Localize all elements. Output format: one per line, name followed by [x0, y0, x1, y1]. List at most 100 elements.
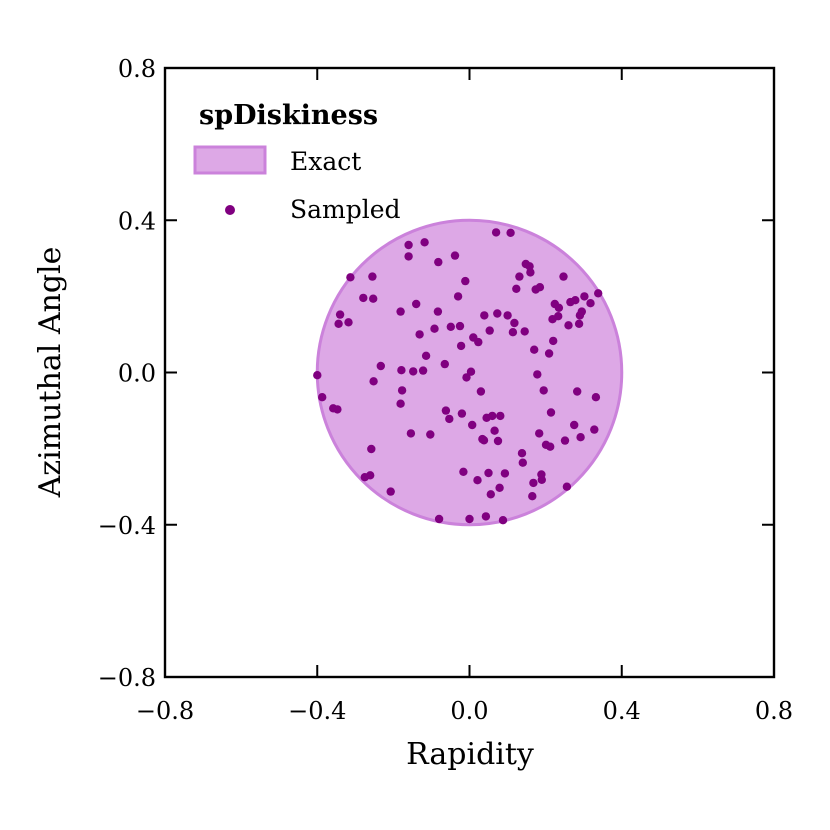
sampled-point: [450, 251, 460, 260]
sampled-point: [529, 478, 538, 488]
sampled-point: [495, 483, 504, 492]
y-tick-labels: −0.8 −0.4 0.0 0.4 0.8: [98, 55, 156, 692]
sampled-point: [580, 292, 589, 301]
sampled-point: [506, 228, 515, 237]
sampled-point: [480, 311, 489, 320]
sampled-point: [396, 307, 405, 316]
sampled-point: [465, 514, 474, 524]
sampled-point: [485, 326, 494, 335]
sampled-point: [479, 436, 489, 445]
sampled-point: [412, 299, 421, 309]
y-axis-title: Azimuthal Angle: [33, 247, 68, 499]
sampled-point: [421, 351, 431, 360]
sampled-point: [490, 426, 499, 435]
sampled-point: [590, 425, 599, 434]
sampled-point: [318, 393, 327, 402]
sampled-point: [535, 283, 545, 292]
sampled-point: [562, 482, 572, 491]
sampled-point: [498, 516, 508, 525]
sampled-point: [474, 337, 483, 347]
sampled-point: [446, 322, 455, 331]
sampled-point: [440, 359, 449, 369]
sampled-point: [346, 273, 355, 282]
sampled-point: [386, 487, 395, 496]
legend-sampled-marker: [225, 205, 235, 215]
sampled-point: [466, 367, 476, 376]
sampled-point: [459, 467, 468, 476]
sampled-point: [366, 471, 375, 480]
sampled-point: [433, 307, 443, 316]
sampled-point: [496, 411, 505, 421]
sampled-point: [559, 272, 568, 281]
sampled-point: [434, 257, 443, 267]
sampled-point: [335, 310, 345, 319]
sampled-point: [468, 420, 477, 430]
sampled-point: [368, 272, 377, 281]
legend-exact-swatch: [193, 145, 267, 175]
sampled-point: [481, 512, 491, 521]
y-tick-label: 0.4: [118, 207, 156, 235]
x-tick-label: 0.4: [603, 697, 641, 725]
sampled-point: [577, 307, 586, 316]
sampled-point: [560, 436, 570, 445]
legend: spDiskiness Exact Sampled: [193, 100, 401, 224]
sampled-point: [476, 387, 486, 396]
sampled-point: [369, 294, 378, 303]
sampled-point: [434, 514, 444, 524]
sampled-point: [517, 449, 527, 458]
sampled-point: [546, 442, 555, 451]
sampled-point: [576, 433, 585, 442]
sampled-point: [409, 367, 418, 376]
sampled-point: [406, 429, 416, 438]
sampled-point: [493, 309, 502, 318]
sampled-point: [445, 414, 454, 424]
sampled-point: [510, 318, 519, 328]
sampled-point: [549, 336, 558, 346]
sampled-point: [530, 345, 539, 354]
sampled-point: [461, 276, 470, 286]
sampled-point: [528, 492, 537, 501]
sampled-point: [503, 311, 512, 320]
sampled-point: [344, 318, 353, 327]
sampled-point: [571, 296, 580, 305]
y-tick-label: −0.8: [98, 664, 156, 692]
sampled-point: [397, 386, 407, 395]
legend-exact-label: Exact: [290, 147, 361, 176]
sampled-point: [537, 475, 546, 484]
sampled-point: [457, 409, 467, 418]
sampled-point: [333, 405, 342, 414]
sampled-point: [404, 252, 413, 261]
sampled-point: [486, 490, 495, 499]
x-tick-label: −0.8: [136, 697, 194, 725]
sampled-point: [359, 293, 368, 303]
sampled-point: [535, 429, 544, 438]
sampled-point: [456, 341, 466, 351]
sampled-point: [397, 366, 406, 375]
sampled-point: [539, 386, 548, 395]
sampled-points-layer: [313, 228, 603, 525]
sampled-point: [473, 476, 482, 485]
sampled-point: [500, 469, 510, 478]
sampled-point: [546, 408, 556, 417]
sampled-point: [441, 406, 451, 415]
sampled-point: [334, 319, 343, 328]
sampled-point: [564, 321, 573, 330]
sampled-point: [430, 324, 439, 333]
x-tick-label: 0.0: [450, 697, 488, 725]
sampled-point: [453, 292, 463, 301]
sampled-point: [488, 411, 497, 421]
sampled-point: [518, 458, 527, 467]
x-tick-labels: −0.8 −0.4 0.0 0.4 0.8: [136, 697, 793, 725]
y-tick-label: 0.8: [118, 55, 156, 83]
sampled-point: [491, 228, 501, 237]
y-tick-label: −0.4: [98, 512, 156, 540]
sampled-point: [484, 468, 493, 478]
x-tick-label: 0.8: [755, 697, 793, 725]
sampled-point: [404, 240, 413, 250]
sampled-point: [570, 420, 579, 430]
sampled-point: [462, 373, 471, 382]
sampled-point: [586, 299, 595, 308]
x-tick-label: −0.4: [288, 697, 346, 725]
sampled-point: [554, 312, 563, 321]
